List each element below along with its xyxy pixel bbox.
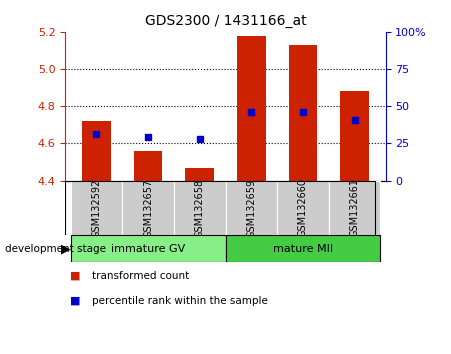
Bar <box>226 181 277 235</box>
Text: development stage: development stage <box>5 244 106 254</box>
Bar <box>289 45 317 181</box>
Text: immature GV: immature GV <box>111 244 185 254</box>
Text: GSM132658: GSM132658 <box>195 178 205 238</box>
Title: GDS2300 / 1431166_at: GDS2300 / 1431166_at <box>145 14 306 28</box>
Text: ▶: ▶ <box>61 242 70 255</box>
Text: GSM132660: GSM132660 <box>298 178 308 238</box>
Text: ■: ■ <box>70 271 80 281</box>
Bar <box>226 235 381 262</box>
Text: transformed count: transformed count <box>92 271 190 281</box>
Bar <box>185 167 214 181</box>
Bar <box>341 91 369 181</box>
Text: GSM132657: GSM132657 <box>143 178 153 238</box>
Text: mature MII: mature MII <box>273 244 333 254</box>
Text: percentile rank within the sample: percentile rank within the sample <box>92 296 268 306</box>
Text: GSM132592: GSM132592 <box>92 178 101 238</box>
Bar <box>70 235 225 262</box>
Bar <box>174 181 226 235</box>
Bar <box>122 181 174 235</box>
Bar <box>134 151 162 181</box>
Bar <box>329 181 381 235</box>
Bar <box>70 181 122 235</box>
Bar <box>277 181 329 235</box>
Text: GSM132659: GSM132659 <box>246 178 256 238</box>
Text: GSM132661: GSM132661 <box>350 178 359 238</box>
Bar <box>237 36 266 181</box>
Text: ■: ■ <box>70 296 80 306</box>
Bar <box>82 121 110 181</box>
